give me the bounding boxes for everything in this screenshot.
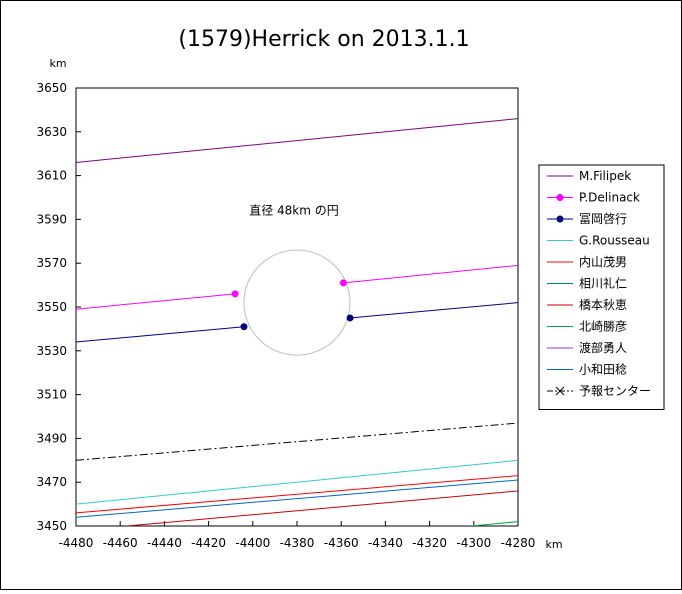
y-axis-unit: km <box>49 57 66 70</box>
y-tick-label: 3630 <box>36 125 67 139</box>
series-line-3 <box>76 459 518 505</box>
y-tick-label: 3550 <box>36 300 67 314</box>
legend-label-8: 渡部勇人 <box>579 340 627 355</box>
y-tick-label: 3650 <box>36 81 67 95</box>
plot-area <box>75 87 519 527</box>
y-tick-label: 3570 <box>36 256 67 270</box>
series-line-9 <box>76 479 518 518</box>
x-tick-label: -4480 <box>59 536 94 550</box>
legend-label-3: G.Rousseau <box>579 234 650 248</box>
series-line-1 <box>343 264 518 284</box>
legend-box <box>538 164 665 410</box>
series-point-2 <box>346 314 354 322</box>
legend-marker-10 <box>555 386 565 396</box>
series-point-1 <box>231 290 239 298</box>
y-tick-label: 3470 <box>36 475 67 489</box>
y-tick-label: 3490 <box>36 431 67 445</box>
x-tick-label: -4440 <box>147 536 182 550</box>
x-tick-label: -4320 <box>412 536 447 550</box>
series-line-2 <box>76 326 245 343</box>
y-tick-label: 3530 <box>36 344 67 358</box>
legend-marker-2 <box>556 215 564 223</box>
legend-label-2: 冨岡啓行 <box>579 211 627 226</box>
x-axis-unit: km <box>545 538 562 551</box>
legend-marker-1 <box>556 194 564 201</box>
legend-label-6: 橋本秋恵 <box>579 298 627 312</box>
series-line-7 <box>471 521 518 526</box>
x-tick-label: -4360 <box>324 536 359 550</box>
y-tick-label: 3610 <box>36 169 67 183</box>
x-tick-label: -4380 <box>280 536 315 550</box>
y-tick-label: 3450 <box>36 519 67 533</box>
x-tick-label: -4460 <box>103 536 138 550</box>
series-line-1 <box>76 293 236 310</box>
series-point-1 <box>339 279 347 287</box>
diameter-circle <box>243 249 351 356</box>
legend-label-0: M.Filipek <box>579 169 631 183</box>
chart-title: (1579)Herrick on 2013.1.1 <box>178 27 469 52</box>
x-tick-label: -4420 <box>191 536 226 550</box>
legend-label-7: 北崎勝彦 <box>579 319 627 334</box>
y-tick-label: 3590 <box>36 212 67 226</box>
legend-label-4: 内山茂男 <box>579 255 627 269</box>
series-line-0 <box>76 118 518 163</box>
legend-label-10: 予報センター <box>579 384 651 398</box>
series-line-10 <box>76 422 518 461</box>
series-point-2 <box>240 323 248 331</box>
plot-content <box>76 118 518 526</box>
series-line-6 <box>126 490 518 526</box>
circle-annotation: 直径 48km の円 <box>249 204 339 218</box>
y-tick-label: 3510 <box>36 388 67 402</box>
legend-label-9: 小和田稔 <box>579 363 627 377</box>
series-line-2 <box>349 302 518 319</box>
series-line-4 <box>76 475 518 514</box>
x-tick-label: -4300 <box>456 536 491 550</box>
x-tick-label: -4400 <box>235 536 270 550</box>
x-tick-label: -4340 <box>368 536 403 550</box>
legend-label-1: P.Delinack <box>579 191 640 205</box>
x-tick-label: -4280 <box>501 536 536 550</box>
legend-label-5: 相川礼仁 <box>579 276 627 291</box>
